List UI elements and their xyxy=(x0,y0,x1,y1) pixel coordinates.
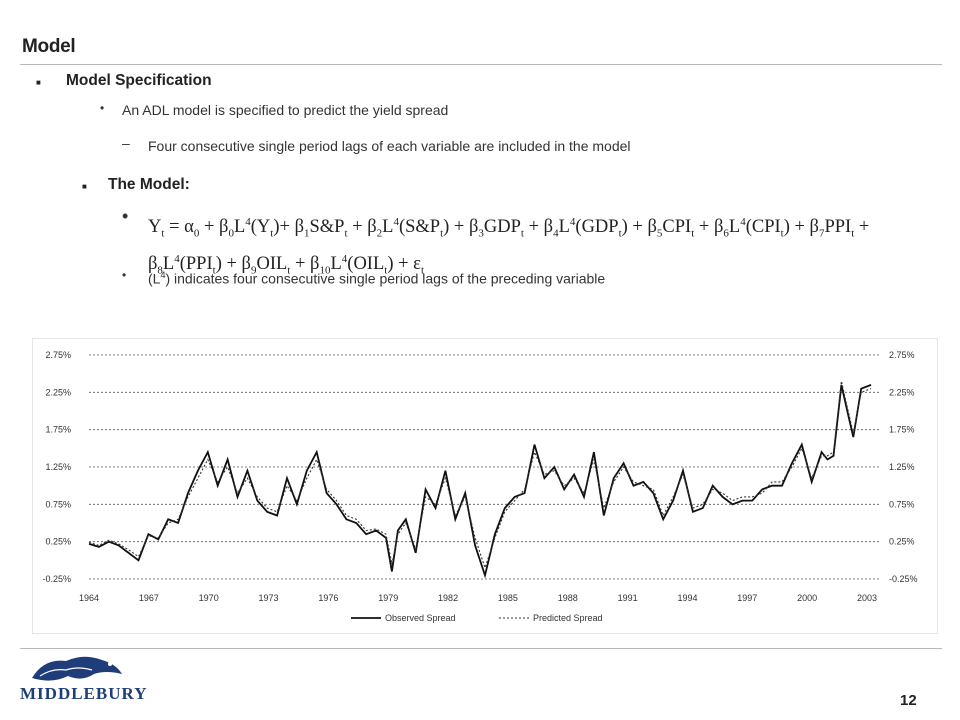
y-tick-label-right: -0.25% xyxy=(889,574,918,584)
x-tick-label: 1991 xyxy=(618,593,638,603)
model-heading: The Model: xyxy=(108,176,190,193)
lag-note-prefix: (L xyxy=(148,270,161,287)
x-tick-label: 1964 xyxy=(79,593,99,603)
y-tick-label-right: 2.25% xyxy=(889,387,915,397)
spec-heading: Model Specification xyxy=(66,72,212,89)
x-tick-label: 1994 xyxy=(677,593,697,603)
y-tick-label-left: 0.75% xyxy=(45,499,71,509)
x-tick-label: 1997 xyxy=(737,593,757,603)
y-tick-label-left: 1.75% xyxy=(45,425,71,435)
y-tick-label-right: 0.25% xyxy=(889,537,915,547)
dot-bullet-icon: • xyxy=(100,101,105,115)
lag-note: (L4) indicates four consecutive single p… xyxy=(148,270,605,287)
legend-label-1: Observed Spread xyxy=(385,613,456,623)
lag-note-superscript: 4 xyxy=(160,270,166,280)
dash-bullet-icon: – xyxy=(122,135,130,151)
x-tick-label: 2000 xyxy=(797,593,817,603)
x-tick-label: 1967 xyxy=(139,593,159,603)
y-tick-label-right: 0.75% xyxy=(889,499,915,509)
x-tick-label: 1979 xyxy=(378,593,398,603)
y-tick-label-left: 0.25% xyxy=(45,537,71,547)
x-tick-label: 1982 xyxy=(438,593,458,603)
y-tick-label-right: 1.25% xyxy=(889,462,915,472)
yield-spread-chart: 2.75% 2.75% 2.25% 2.25% 1.75% 1.75% 1.25% 1.25%… xyxy=(32,338,938,634)
panther-logo-icon xyxy=(32,656,122,681)
spec-item: An ADL model is specified to predict the… xyxy=(122,102,449,118)
title-divider xyxy=(20,64,942,65)
y-tick-label-left: 2.75% xyxy=(45,350,71,360)
x-tick-label: 1985 xyxy=(498,593,518,603)
x-tick-label: 2003 xyxy=(857,593,877,603)
lag-note-suffix: ) indicates four consecutive single peri… xyxy=(165,270,606,287)
y-tick-label-right: 1.75% xyxy=(889,425,915,435)
x-tick-label: 1976 xyxy=(318,593,338,603)
square-bullet-icon: ■ xyxy=(36,78,41,87)
y-tick-label-left: 2.25% xyxy=(45,387,71,397)
spec-subitem: Four consecutive single period lags of e… xyxy=(148,138,631,154)
model-equation: Yt = α0 + β0L4(Yt)+ β1S&Pt + β2L4(S&Pt) … xyxy=(148,210,938,284)
x-tick-label: 1970 xyxy=(199,593,219,603)
slide-title: Model xyxy=(22,36,76,57)
y-tick-label-left: -0.25% xyxy=(42,574,71,584)
y-tick-label-left: 1.25% xyxy=(45,462,71,472)
x-tick-label: 1988 xyxy=(558,593,578,603)
logo-text: MIDDLEBURY xyxy=(20,684,148,703)
legend-label-2: Predicted Spread xyxy=(533,613,603,623)
series-line-2 xyxy=(88,380,872,570)
x-tick-label: 1973 xyxy=(259,593,279,603)
square-bullet-icon: ■ xyxy=(82,182,87,191)
chart-svg: 2.75% 2.75% 2.25% 2.25% 1.75% 1.75% 1.25% 1.25%… xyxy=(42,350,918,623)
footer-divider xyxy=(20,648,942,649)
model-equation-text: Yt = α0 + β0L4(Yt)+ β1S&Pt + β2L4(S&Pt) … xyxy=(148,216,870,277)
y-tick-label-right: 2.75% xyxy=(889,350,915,360)
dot-bullet-icon: • xyxy=(122,206,129,226)
dot-bullet-icon: • xyxy=(122,268,127,282)
page-number: 12 xyxy=(900,692,917,709)
series-line-1 xyxy=(88,384,872,579)
